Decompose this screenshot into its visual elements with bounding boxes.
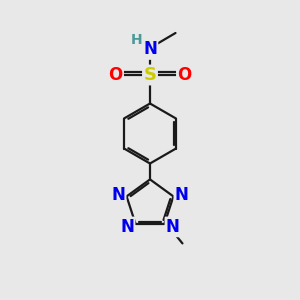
Text: N: N [166,218,180,236]
Text: H: H [131,34,142,47]
Text: O: O [177,66,192,84]
Text: O: O [108,66,123,84]
Text: S: S [143,66,157,84]
Text: N: N [120,218,134,236]
Text: N: N [111,186,125,204]
Text: N: N [175,186,189,204]
Text: N: N [143,40,157,58]
